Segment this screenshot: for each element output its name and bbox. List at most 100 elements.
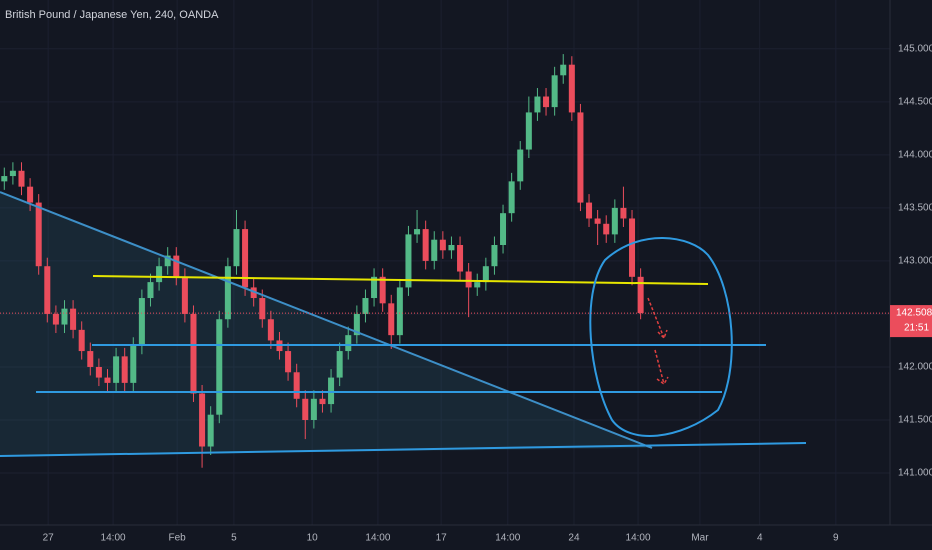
candle-body: [525, 112, 532, 150]
y-tick-label: 141.000: [898, 468, 932, 479]
candle-body: [353, 313, 360, 336]
candle-body: [113, 356, 120, 383]
candle-body: [396, 287, 403, 336]
candle-body: [138, 298, 145, 346]
countdown-label: 21:51: [904, 323, 929, 334]
candle-body: [35, 202, 42, 267]
x-tick-label: Mar: [691, 533, 709, 544]
candle-body: [1, 176, 8, 182]
candle-body: [465, 271, 472, 288]
candle-body: [371, 276, 378, 299]
candle-body: [242, 229, 249, 288]
chart-title: British Pound / Japanese Yen, 240, OANDA: [5, 9, 219, 21]
candle-body: [302, 398, 309, 420]
candle-body: [474, 282, 481, 288]
candle-body: [345, 335, 352, 352]
candle-body: [543, 96, 550, 108]
candle-body: [439, 239, 446, 251]
candle-body: [431, 239, 438, 261]
y-tick-label: 143.000: [898, 256, 932, 267]
candle-body: [104, 377, 111, 383]
candle-body: [560, 64, 567, 76]
x-tick-label: 4: [757, 533, 763, 544]
x-tick-label: Feb: [169, 533, 187, 544]
candle-body: [52, 313, 59, 325]
circle-annotation: [589, 237, 733, 437]
candle-body: [95, 366, 102, 378]
candle-body: [629, 218, 636, 277]
candle-body: [482, 266, 489, 283]
candle-body: [491, 245, 498, 267]
y-tick-label: 142.000: [898, 362, 932, 373]
candle-body: [388, 303, 395, 336]
candle-body: [27, 186, 34, 203]
candle-body: [259, 298, 266, 320]
candle-body: [216, 319, 223, 415]
candle-body: [336, 351, 343, 378]
arrow-annotation: [647, 297, 669, 386]
candle-body: [130, 345, 137, 383]
candle-body: [379, 276, 386, 304]
candle-body: [534, 96, 541, 113]
trend-line: [0, 191, 653, 449]
candle-body: [121, 356, 128, 383]
candle-body: [70, 308, 77, 330]
y-tick-label: 145.000: [898, 43, 932, 54]
candle-body: [457, 245, 464, 272]
candle-body: [551, 75, 558, 108]
candle-body: [156, 266, 163, 283]
y-tick-label: 144.500: [898, 96, 932, 107]
candles: [1, 54, 644, 468]
candle-body: [78, 329, 85, 352]
x-tick-label: 10: [307, 533, 319, 544]
candle-body: [147, 282, 154, 299]
candle-body: [285, 351, 292, 373]
candle-body: [233, 229, 240, 267]
candle-body: [328, 377, 335, 405]
triangle-fill: [0, 192, 650, 456]
candle-body: [603, 223, 610, 235]
candle-body: [87, 351, 94, 367]
candle-body: [319, 398, 326, 405]
candle-body: [517, 149, 524, 182]
candle-body: [207, 414, 214, 447]
x-tick-label: 14:00: [101, 533, 126, 544]
candle-body: [422, 229, 429, 261]
candle-body: [173, 255, 180, 277]
candle-body: [9, 170, 16, 177]
candle-body: [586, 202, 593, 219]
candle-body: [611, 207, 618, 235]
x-tick-label: 14:00: [365, 533, 390, 544]
base-line: [0, 442, 807, 457]
yellow-level: [92, 275, 709, 285]
candle-body: [414, 229, 421, 235]
candle-body: [224, 266, 231, 320]
x-tick-label: 14:00: [495, 533, 520, 544]
candle-body: [594, 218, 601, 224]
candle-body: [250, 287, 257, 299]
candle-body: [44, 266, 51, 314]
x-tick-label: 17: [436, 533, 448, 544]
candle-body: [405, 234, 412, 288]
grid: [0, 0, 890, 525]
x-tick-label: 5: [231, 533, 237, 544]
x-tick-label: 14:00: [626, 533, 651, 544]
candle-body: [267, 319, 274, 341]
candle-body: [637, 276, 644, 314]
candle-body: [362, 298, 369, 314]
candle-body: [508, 181, 515, 214]
candle-body: [568, 64, 575, 113]
candle-body: [620, 207, 627, 219]
candle-body: [577, 112, 584, 203]
candle-body: [164, 255, 171, 267]
candle-body: [199, 393, 206, 447]
candle-body: [500, 213, 507, 245]
y-tick-label: 143.500: [898, 203, 932, 214]
last-price-box: [890, 305, 932, 338]
y-tick-label: 144.000: [898, 149, 932, 160]
last-price-label: 142.508: [896, 308, 932, 319]
axes: 141.000141.500142.000142.500143.000143.5…: [0, 43, 932, 544]
candle-body: [181, 276, 188, 314]
